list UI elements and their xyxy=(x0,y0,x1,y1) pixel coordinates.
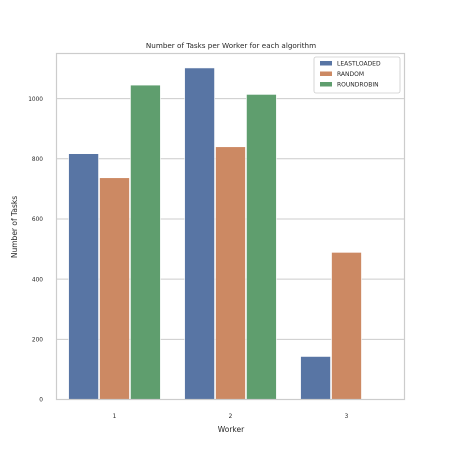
legend-label-leastloaded: LEASTLOADED xyxy=(337,60,381,67)
legend: LEASTLOADED RANDOM ROUNDROBIN xyxy=(313,56,401,94)
bar-random-worker-1 xyxy=(99,177,130,400)
y-tick-label: 400 xyxy=(32,277,43,283)
plot-frame xyxy=(55,52,406,401)
bar-roundrobin-worker-2 xyxy=(246,94,277,400)
bar-random-worker-3 xyxy=(331,252,362,400)
bar-leastloaded-worker-3 xyxy=(300,356,331,400)
legend-swatch-random xyxy=(320,71,332,76)
legend-label-roundrobin: ROUNDROBIN xyxy=(337,81,379,88)
x-axis-label: Worker xyxy=(218,425,245,434)
legend-label-random: RANDOM xyxy=(337,71,364,78)
legend-swatch-leastloaded xyxy=(320,61,332,66)
x-tick-label: 3 xyxy=(345,414,349,420)
legend-swatch-roundrobin xyxy=(320,82,332,87)
y-tick-label: 200 xyxy=(32,338,43,344)
y-tick-label: 0 xyxy=(39,398,43,404)
x-axis-ticks: 1 2 3 xyxy=(113,414,349,420)
y-axis-label: Number of Tasks xyxy=(10,196,19,258)
bar-roundrobin-worker-1 xyxy=(130,84,161,400)
bar-random-worker-2 xyxy=(215,146,246,400)
legend-box xyxy=(313,56,401,94)
y-tick-label: 600 xyxy=(32,217,43,223)
y-tick-label: 1000 xyxy=(28,97,43,103)
x-tick-label: 1 xyxy=(113,414,117,420)
x-tick-label: 2 xyxy=(229,414,233,420)
y-tick-label: 800 xyxy=(32,157,43,163)
bar-leastloaded-worker-1 xyxy=(68,153,99,400)
bars xyxy=(68,67,362,400)
y-axis-ticks: 0 200 400 600 800 1000 xyxy=(28,97,43,404)
bar-leastloaded-worker-2 xyxy=(184,67,215,400)
chart-title: Number of Tasks per Worker for each algo… xyxy=(146,41,316,50)
